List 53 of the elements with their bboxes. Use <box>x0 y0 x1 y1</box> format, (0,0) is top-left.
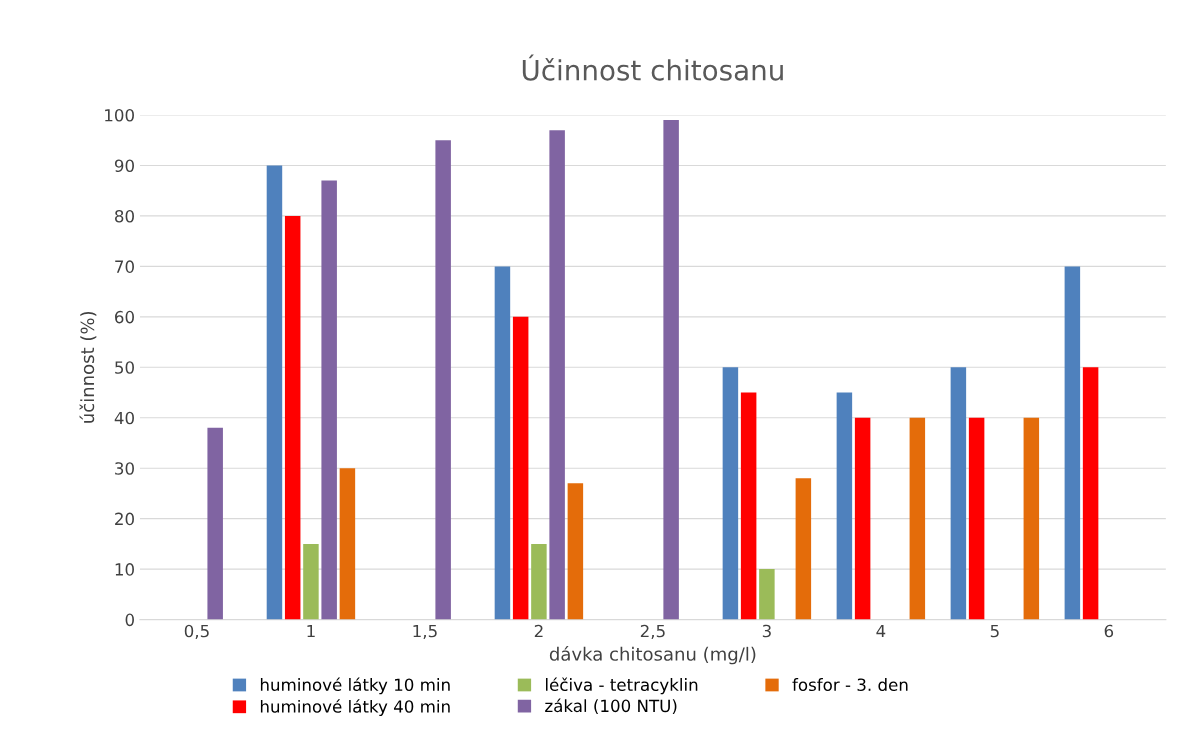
y-tick-label: 60 <box>115 310 134 324</box>
bar <box>266 165 283 620</box>
bar <box>795 478 812 620</box>
bar <box>512 316 529 620</box>
x-tick-label: 2,5 <box>640 624 665 640</box>
x-tick-label: 1,5 <box>413 624 437 640</box>
y-tick-label: 70 <box>115 260 134 273</box>
legend-label: zákal (100 NTU) <box>545 698 677 715</box>
bar <box>950 367 967 620</box>
bar <box>567 483 584 620</box>
legend-label: huminové látky 10 min <box>260 677 450 695</box>
chart-title: Účinnost chitosanu <box>522 54 783 81</box>
x-tick-label: 3 <box>762 624 771 638</box>
y-tick-label: 20 <box>115 512 134 526</box>
x-tick-label: 1 <box>307 624 315 638</box>
bar <box>531 543 547 620</box>
y-axis-title: účinnost (%) <box>79 311 97 423</box>
x-tick-label: 4 <box>876 624 886 638</box>
bar <box>321 180 337 620</box>
bar <box>1064 266 1081 620</box>
x-tick-label: 5 <box>990 624 999 638</box>
bar <box>207 427 223 620</box>
bar <box>284 215 301 620</box>
y-tick-label: 40 <box>114 411 134 425</box>
y-tick-label: 10 <box>115 563 134 576</box>
x-tick-label: 0,5 <box>184 624 209 640</box>
bar <box>759 569 775 620</box>
bar <box>1082 367 1099 620</box>
bar <box>549 130 565 620</box>
bar <box>722 367 739 620</box>
legend-label: fosfor - 3. den <box>792 678 908 692</box>
legend-label: huminové látky 40 min <box>260 699 450 717</box>
y-tick-label: 0 <box>125 613 134 627</box>
bar <box>854 417 871 620</box>
x-tick-label: 2 <box>534 624 543 638</box>
bar <box>1023 417 1040 620</box>
bar <box>494 266 511 620</box>
bar <box>836 392 853 620</box>
x-tick-label: 6 <box>1104 624 1114 638</box>
y-tick-label: 80 <box>115 209 134 223</box>
bar <box>740 392 757 620</box>
y-tick-label: 50 <box>115 361 134 374</box>
y-tick-label: 100 <box>105 108 134 122</box>
x-axis-title: dávka chitosanu (mg/l) <box>549 646 756 665</box>
bar <box>339 468 356 620</box>
bar <box>663 120 679 620</box>
bar <box>909 417 926 620</box>
legend-label: léčiva - tetracyklin <box>546 677 698 695</box>
bar <box>303 543 319 620</box>
bar <box>435 140 451 620</box>
y-tick-label: 90 <box>114 159 134 173</box>
bar <box>968 417 985 620</box>
y-tick-label: 30 <box>115 462 134 475</box>
